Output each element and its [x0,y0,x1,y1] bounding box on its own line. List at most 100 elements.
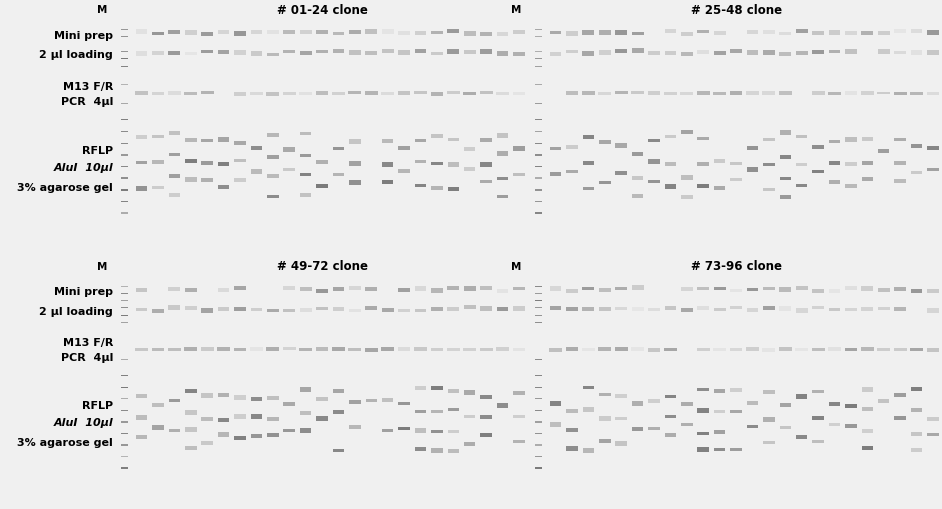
Bar [697,30,709,33]
Bar [599,30,610,35]
Bar [349,309,361,313]
Bar [828,92,841,96]
Bar [583,187,594,190]
Bar [549,286,561,291]
Bar [697,50,709,54]
Bar [615,393,627,398]
Text: M: M [511,262,521,272]
Bar [447,430,459,434]
Bar [697,92,709,95]
Bar [697,409,709,413]
Bar [414,138,426,142]
Bar [431,448,443,453]
Bar [513,414,525,418]
Bar [431,386,443,390]
Bar [927,146,939,150]
Bar [714,287,725,290]
Text: # 49-72 clone: # 49-72 clone [277,261,368,273]
Bar [382,399,394,402]
Bar [780,426,791,429]
Bar [300,387,312,391]
Bar [894,50,906,54]
Bar [894,392,906,397]
Bar [615,306,627,310]
Bar [599,393,610,396]
Bar [535,286,543,287]
Bar [414,31,427,35]
Bar [648,399,659,403]
Bar [845,184,856,188]
Bar [317,416,328,420]
Bar [513,173,525,176]
Bar [300,154,312,157]
Bar [152,51,164,55]
Text: M: M [97,5,107,15]
Bar [496,177,509,180]
Bar [365,30,377,34]
Bar [480,33,492,36]
Bar [779,32,791,35]
Bar [664,348,676,351]
Bar [284,147,295,152]
Bar [121,177,127,179]
Bar [251,434,262,438]
Bar [664,305,676,310]
Bar [894,92,906,95]
Bar [714,51,725,55]
Bar [615,441,627,446]
Bar [169,193,180,197]
Bar [382,162,394,166]
Bar [349,425,361,429]
Bar [496,92,509,96]
Bar [878,288,889,293]
Bar [121,467,127,469]
Bar [431,31,443,34]
Bar [267,308,279,312]
Bar [535,66,543,67]
Bar [300,92,312,95]
Bar [235,159,246,162]
Bar [480,415,492,419]
Bar [251,169,262,174]
Bar [365,287,377,291]
Bar [615,143,627,148]
Bar [464,415,476,418]
Bar [535,166,542,167]
Bar [235,395,246,400]
Bar [185,306,197,309]
Bar [365,399,377,402]
Bar [911,29,922,33]
Bar [582,348,594,351]
Bar [365,92,378,95]
Bar [317,307,328,310]
Bar [316,347,329,351]
Bar [333,287,345,291]
Bar [202,139,213,142]
Bar [862,387,873,391]
Bar [535,29,543,30]
Bar [185,428,197,432]
Bar [496,194,509,197]
Bar [414,286,427,291]
Bar [796,308,807,313]
Bar [414,447,426,451]
Bar [615,171,627,175]
Bar [284,286,295,290]
Bar [513,440,525,443]
Bar [268,133,279,137]
Bar [583,448,594,453]
Bar [152,32,164,35]
Bar [878,399,889,403]
Bar [812,390,824,393]
Bar [382,308,394,313]
Bar [349,401,361,404]
Bar [812,145,824,149]
Bar [812,416,824,420]
Bar [730,161,741,165]
Bar [349,348,362,351]
Bar [349,30,361,35]
Bar [747,50,758,55]
Text: 2 μl loading: 2 μl loading [40,307,113,317]
Bar [861,307,873,311]
Bar [862,429,873,433]
